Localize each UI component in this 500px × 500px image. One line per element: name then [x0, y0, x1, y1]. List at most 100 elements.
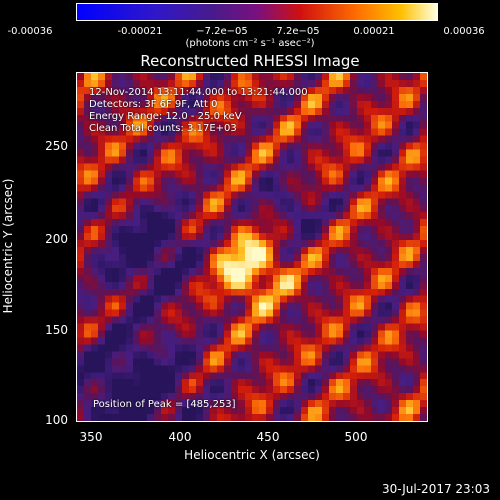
image-pixel	[154, 379, 161, 387]
image-pixel	[91, 288, 98, 296]
image-pixel	[154, 351, 161, 359]
image-pixel	[273, 93, 280, 101]
image-pixel	[231, 156, 238, 164]
image-pixel	[378, 365, 385, 373]
image-pixel	[112, 149, 119, 157]
image-pixel	[301, 344, 308, 352]
image-pixel	[203, 344, 210, 352]
image-pixel	[336, 393, 343, 401]
y-tick: 200	[45, 232, 68, 246]
image-pixel	[91, 212, 98, 220]
image-pixel	[399, 198, 406, 206]
image-pixel	[77, 135, 84, 143]
image-pixel	[399, 163, 406, 171]
image-pixel	[112, 226, 119, 234]
image-pixel	[126, 79, 133, 87]
image-pixel	[308, 247, 315, 254]
image-pixel	[161, 142, 168, 150]
annotation-clean: Clean Total counts: 3.17E+03	[89, 123, 237, 134]
image-pixel	[119, 121, 126, 129]
image-pixel	[245, 247, 252, 254]
image-pixel	[378, 128, 385, 136]
image-pixel	[175, 212, 182, 220]
image-pixel	[98, 253, 105, 261]
image-pixel	[392, 372, 399, 380]
image-pixel	[420, 73, 427, 80]
image-pixel	[252, 295, 259, 303]
image-pixel	[112, 156, 119, 164]
image-pixel	[126, 407, 133, 415]
image-pixel	[301, 295, 308, 303]
image-pixel	[217, 233, 224, 241]
image-pixel	[245, 212, 252, 220]
image-pixel	[168, 86, 175, 94]
image-pixel	[371, 184, 378, 192]
image-pixel	[385, 79, 392, 87]
image-pixel	[210, 212, 217, 220]
image-pixel	[301, 247, 308, 254]
image-pixel	[357, 288, 364, 296]
image-pixel	[329, 226, 336, 234]
image-pixel	[420, 260, 427, 268]
image-pixel	[126, 170, 133, 178]
image-pixel	[77, 247, 84, 254]
image-pixel	[343, 351, 350, 359]
image-pixel	[182, 302, 189, 310]
image-pixel	[98, 372, 105, 380]
image-pixel	[308, 226, 315, 234]
image-pixel	[112, 295, 119, 303]
image-pixel	[343, 358, 350, 366]
image-pixel	[406, 219, 413, 227]
image-pixel	[301, 121, 308, 129]
image-pixel	[413, 260, 420, 268]
image-pixel	[147, 379, 154, 387]
image-pixel	[154, 295, 161, 303]
image-pixel	[392, 358, 399, 366]
image-pixel	[77, 142, 84, 150]
image-pixel	[168, 247, 175, 254]
image-pixel	[245, 233, 252, 241]
image-pixel	[126, 86, 133, 94]
image-pixel	[336, 288, 343, 296]
image-pixel	[224, 351, 231, 359]
image-pixel	[280, 267, 287, 275]
image-pixel	[175, 247, 182, 254]
image-pixel	[210, 253, 217, 261]
image-pixel	[252, 128, 259, 136]
image-pixel	[252, 267, 259, 275]
image-pixel	[273, 149, 280, 157]
image-pixel	[231, 163, 238, 171]
image-pixel	[210, 316, 217, 324]
image-pixel	[406, 323, 413, 331]
image-pixel	[266, 233, 273, 241]
image-pixel	[168, 323, 175, 331]
image-pixel	[378, 358, 385, 366]
image-pixel	[259, 309, 266, 317]
image-pixel	[308, 344, 315, 352]
image-pixel	[364, 344, 371, 352]
image-pixel	[294, 393, 301, 401]
image-pixel	[161, 114, 168, 122]
image-pixel	[287, 351, 294, 359]
image-pixel	[238, 267, 245, 275]
image-pixel	[385, 247, 392, 254]
image-pixel	[224, 79, 231, 87]
image-pixel	[392, 79, 399, 87]
image-pixel	[420, 107, 427, 115]
image-pixel	[364, 274, 371, 282]
image-pixel	[336, 191, 343, 199]
image-pixel	[350, 295, 357, 303]
image-pixel	[154, 226, 161, 234]
image-pixel	[350, 191, 357, 199]
image-pixel	[413, 386, 420, 394]
image-pixel	[273, 386, 280, 394]
image-pixel	[133, 184, 140, 192]
image-pixel	[161, 79, 168, 87]
image-pixel	[154, 149, 161, 157]
image-pixel	[119, 114, 126, 122]
image-pixel	[280, 337, 287, 345]
image-pixel	[406, 163, 413, 171]
image-pixel	[203, 260, 210, 268]
image-pixel	[280, 330, 287, 338]
image-pixel	[210, 128, 217, 136]
